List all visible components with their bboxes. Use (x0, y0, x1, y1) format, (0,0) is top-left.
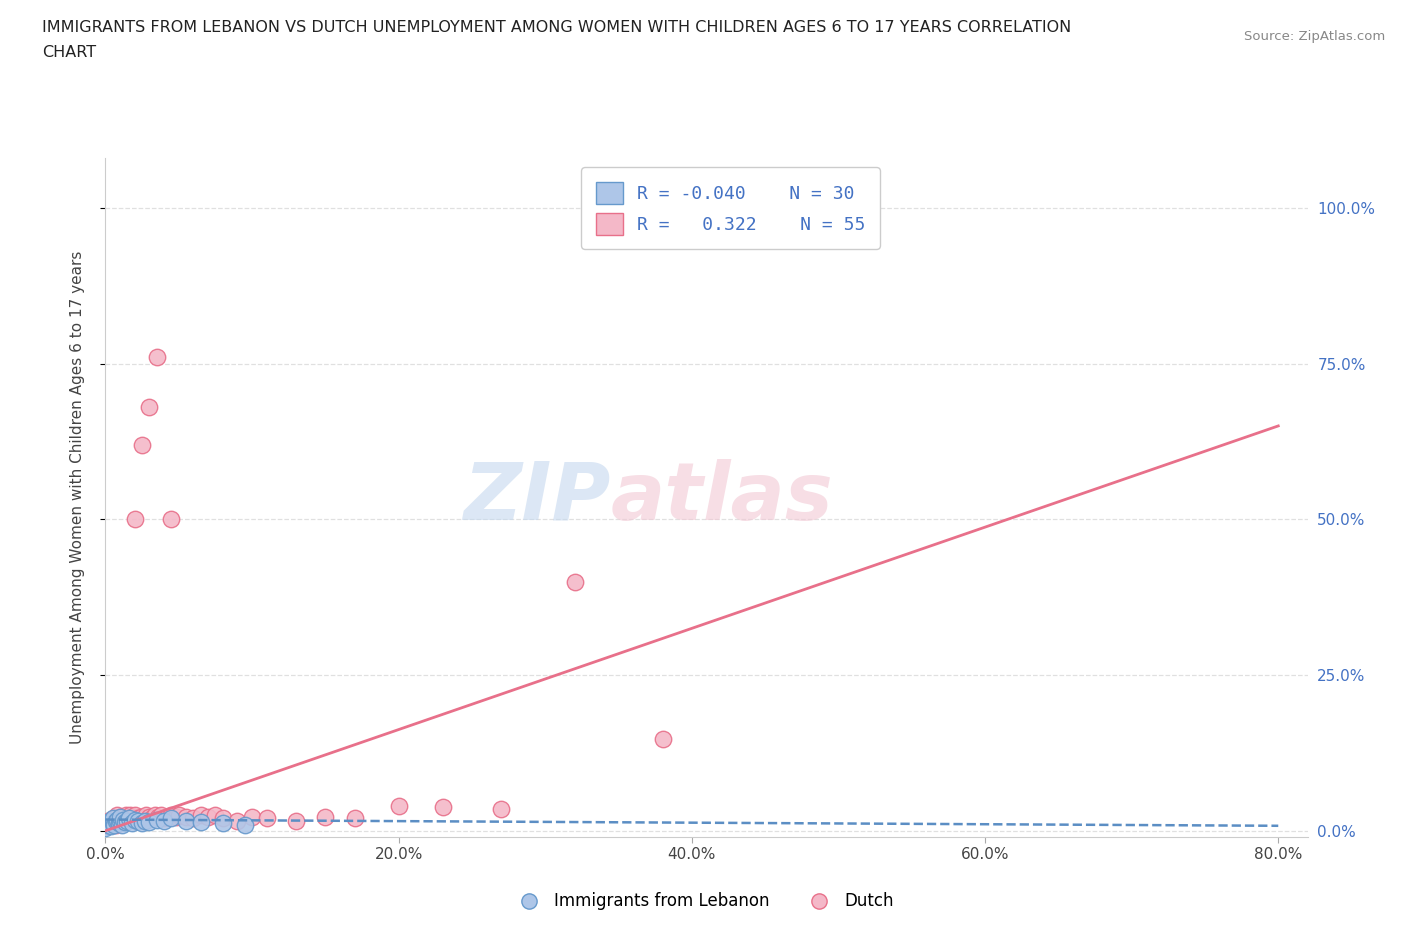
Point (112, 812, 135, 827)
Point (160, 808, 183, 823)
Point (112, 811, 135, 826)
Point (160, 811, 183, 826)
Point (104, 814, 127, 829)
Point (240, 810, 263, 825)
Point (124, 512, 146, 526)
Point (143, 808, 166, 823)
Point (204, 808, 226, 823)
Point (156, 810, 179, 825)
Point (138, 810, 160, 825)
Point (141, 811, 163, 826)
Point (491, 802, 513, 817)
Point (117, 814, 139, 829)
Point (256, 811, 278, 826)
Point (122, 812, 145, 827)
Point (314, 810, 336, 825)
Point (105, 812, 128, 827)
Point (107, 812, 129, 827)
Point (100, 818, 122, 833)
Point (226, 814, 249, 829)
Point (160, 512, 183, 526)
Point (105, 808, 128, 823)
Point (145, 350, 167, 365)
Point (145, 812, 167, 827)
Point (138, 400, 160, 415)
Point (129, 810, 152, 825)
Text: ZIP: ZIP (463, 458, 610, 537)
Text: CHART: CHART (42, 45, 96, 60)
Point (124, 808, 146, 823)
Point (94, 820, 117, 835)
Point (117, 811, 139, 826)
Point (120, 808, 142, 823)
Point (121, 816, 143, 830)
Point (174, 814, 197, 829)
Point (651, 731, 673, 746)
Point (115, 808, 138, 823)
Point (118, 811, 141, 826)
Legend: R = -0.040    N = 30, R =   0.322    N = 55: R = -0.040 N = 30, R = 0.322 N = 55 (581, 167, 880, 249)
Text: Source: ZipAtlas.com: Source: ZipAtlas.com (1244, 30, 1385, 43)
Text: IMMIGRANTS FROM LEBANON VS DUTCH UNEMPLOYMENT AMONG WOMEN WITH CHILDREN AGES 6 T: IMMIGRANTS FROM LEBANON VS DUTCH UNEMPLO… (42, 20, 1071, 35)
Point (131, 437, 153, 452)
Point (108, 814, 131, 829)
Point (153, 811, 176, 826)
Point (107, 816, 129, 830)
Point (97, 817, 120, 832)
Point (101, 814, 124, 829)
Point (174, 810, 197, 825)
Point (110, 814, 132, 829)
Point (103, 817, 125, 832)
Point (285, 814, 308, 829)
Point (94, 818, 117, 833)
Point (343, 811, 366, 826)
Point (148, 810, 170, 825)
Point (432, 800, 454, 815)
Point (135, 808, 157, 823)
Legend: Immigrants from Lebanon, Dutch: Immigrants from Lebanon, Dutch (506, 885, 900, 917)
Point (114, 815, 136, 830)
Point (114, 814, 136, 829)
Point (98, 814, 121, 829)
Point (101, 816, 124, 830)
Y-axis label: Unemployment Among Women with Children Ages 6 to 17 years: Unemployment Among Women with Children A… (70, 251, 84, 744)
Point (131, 816, 153, 830)
Point (132, 811, 155, 826)
Point (183, 811, 205, 826)
Point (153, 814, 176, 829)
Point (190, 815, 212, 830)
Point (233, 817, 256, 832)
Point (197, 810, 219, 825)
Point (167, 808, 190, 823)
Point (190, 808, 212, 823)
Point (110, 817, 132, 832)
Point (138, 815, 160, 830)
Point (101, 811, 124, 826)
Point (108, 810, 131, 825)
Point (103, 811, 125, 826)
Point (564, 574, 586, 589)
Point (211, 811, 233, 826)
Point (124, 812, 146, 827)
Point (127, 814, 149, 829)
Text: atlas: atlas (610, 458, 834, 537)
Point (108, 810, 131, 825)
Point (97, 816, 120, 830)
Point (104, 817, 127, 832)
Point (98, 812, 121, 827)
Point (388, 799, 411, 814)
Point (121, 810, 143, 825)
Point (134, 814, 156, 829)
Point (150, 808, 173, 823)
Point (127, 811, 149, 826)
Point (211, 816, 233, 830)
Point (165, 810, 187, 825)
Point (118, 812, 141, 827)
